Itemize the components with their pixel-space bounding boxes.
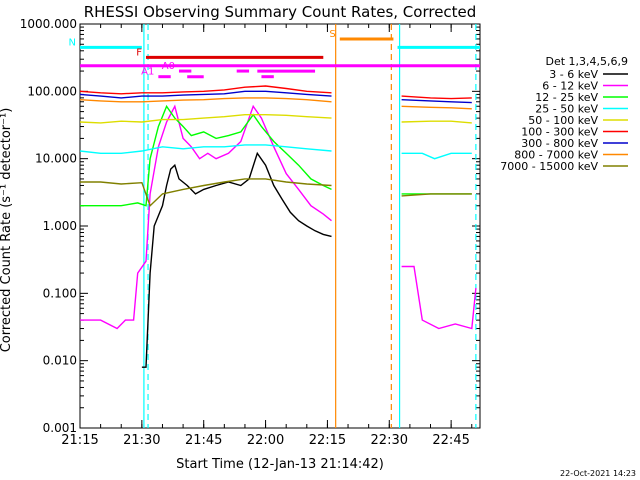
flag-label: F [136,47,142,58]
series-line-3 [401,152,472,160]
y-tick-label: 0.010 [43,354,77,368]
series-line-1 [401,265,477,330]
x-tick-label: 21:15 [61,433,98,448]
chart-title: RHESSI Observing Summary Count Rates, Co… [84,3,477,21]
flag-label: A0 [162,61,175,72]
series-line-5 [401,95,472,100]
flag-label: N [69,37,76,48]
legend-label: 7000 - 15000 keV [500,160,598,173]
series-line-8 [401,193,472,197]
legend-label: 25 - 50 keV [535,103,598,116]
series-line-4 [79,113,332,124]
legend-label: 300 - 800 keV [521,137,598,150]
legend-label: 12 - 25 keV [535,91,598,104]
plot-frame [79,23,481,429]
series-line-7 [401,105,472,110]
series-line-7 [79,97,332,103]
series-line-3 [79,144,332,155]
y-axis-label: Corrected Count Rate (s⁻¹ detector⁻¹) [0,108,14,353]
series-line-1 [80,104,332,330]
legend-label: 3 - 6 keV [549,68,598,81]
legend-label: 100 - 300 keV [521,126,598,139]
series-line-0 [141,151,332,368]
x-tick-label: 21:45 [185,433,222,448]
y-tick-label: 0.100 [43,286,77,300]
flag-label: S [329,29,335,40]
legend-label: 800 - 7000 keV [514,149,598,162]
x-tick-label: 22:45 [432,433,469,448]
footer-date: 22-Oct-2021 14:23 [560,469,636,478]
y-tick-label: 100.000 [27,84,77,98]
x-tick-label: 22:30 [371,433,408,448]
x-axis-label: Start Time (12-Jan-13 21:14:42) [176,457,384,472]
y-tick-label: 0.001 [43,421,77,435]
y-tick-label: 10.000 [35,152,77,166]
plot-area: 0.001 0.010 0.100 1.000 10.000 100.000 1000.00… [20,17,481,448]
legend-label: 6 - 12 keV [542,80,598,93]
series-line-8 [80,178,332,207]
flag-label: A1 [141,67,154,78]
x-tick-label: 21:30 [123,433,160,448]
series-line-6 [79,90,332,99]
x-tick-label: 22:15 [309,433,346,448]
series-line-2 [80,104,332,207]
series-line-6 [401,99,472,104]
series-line-4 [401,120,472,124]
legend-label: 50 - 100 keV [528,114,598,127]
legend-title: Det 1,3,4,5,6,9 [545,55,628,68]
series-line-5 [79,85,332,95]
x-tick-label: 22:00 [247,433,284,448]
y-tick-label: 1000.000 [20,17,77,31]
y-tick-label: 1.000 [43,219,77,233]
